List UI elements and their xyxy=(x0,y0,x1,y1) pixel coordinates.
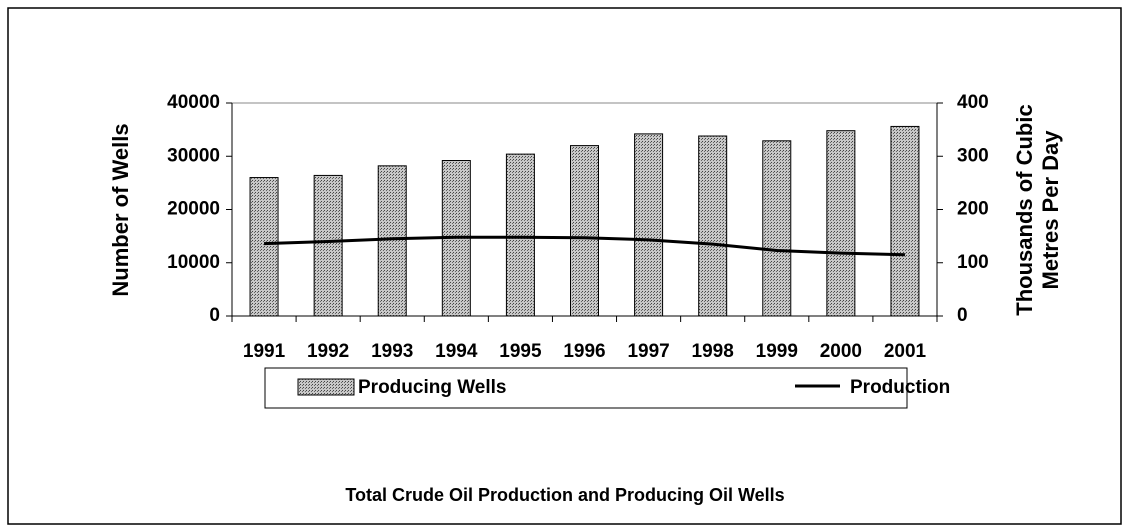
x-tick-label: 1993 xyxy=(371,341,413,362)
y-tick-label: 10000 xyxy=(167,252,220,273)
x-tick-label: 1995 xyxy=(499,341,542,362)
outer-frame xyxy=(7,7,1122,525)
y-axis-label: Number of Wells xyxy=(108,123,133,296)
legend-label: Producing Wells xyxy=(358,377,507,398)
x-tick-label: 2001 xyxy=(884,341,927,362)
bar xyxy=(377,165,407,317)
x-tick-label: 1997 xyxy=(627,341,669,362)
x-tick-label: 1996 xyxy=(563,341,605,362)
bar xyxy=(313,174,343,317)
y2-tick-label: 0 xyxy=(957,305,968,326)
y2-tick-label: 400 xyxy=(957,92,989,113)
legend-box xyxy=(264,367,908,409)
x-tick-label: 1998 xyxy=(692,341,734,362)
y2-tick-label: 200 xyxy=(957,199,989,220)
x-tick-label: 2000 xyxy=(820,341,862,362)
y2-axis-label: Metres Per Day xyxy=(1038,130,1063,290)
y2-tick-label: 100 xyxy=(957,252,989,273)
bar xyxy=(634,133,664,317)
x-tick-label: 1992 xyxy=(307,341,349,362)
y-tick-label: 30000 xyxy=(167,145,220,166)
bar xyxy=(698,135,728,317)
x-tick-label: 1999 xyxy=(756,341,798,362)
chart-title: Total Crude Oil Production and Producing… xyxy=(345,485,784,505)
bar xyxy=(762,140,792,317)
bar xyxy=(890,125,920,317)
line-series xyxy=(263,235,905,257)
x-tick-label: 1991 xyxy=(243,341,286,362)
y2-tick-label: 300 xyxy=(957,145,989,166)
legend-label: Production xyxy=(850,377,950,398)
legend-swatch xyxy=(297,378,355,396)
y2-axis-label: Thousands of Cubic xyxy=(1012,104,1037,315)
bar xyxy=(570,145,599,317)
bar xyxy=(249,177,279,317)
x-tick-label: 1994 xyxy=(435,341,478,362)
bar xyxy=(826,130,856,317)
y-tick-label: 40000 xyxy=(167,92,220,113)
bar xyxy=(505,153,535,317)
y-tick-label: 0 xyxy=(209,305,220,326)
y-tick-label: 20000 xyxy=(167,199,220,220)
